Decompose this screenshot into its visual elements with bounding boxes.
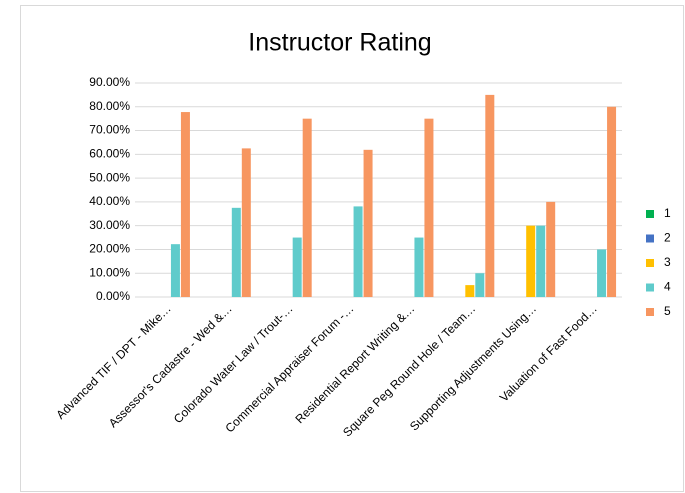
y-tick-label: 30.00%: [89, 218, 130, 232]
y-tick-label: 80.00%: [89, 99, 130, 113]
y-tick-label: 40.00%: [89, 194, 130, 208]
y-tick-label: 70.00%: [89, 123, 130, 137]
chart-frame: [20, 5, 684, 492]
y-tick-label: 60.00%: [89, 147, 130, 161]
bar: [546, 201, 556, 297]
bar: [607, 106, 617, 298]
legend-swatch: [646, 283, 654, 292]
bar: [241, 148, 251, 297]
legend-swatch: [646, 210, 654, 218]
bar: [302, 118, 312, 298]
chart-title: Instructor Rating: [248, 29, 431, 57]
legend-label: 5: [664, 304, 671, 318]
bar: [597, 249, 607, 297]
bar: [485, 94, 495, 297]
legend-swatch: [646, 234, 654, 243]
legend-label: 4: [664, 280, 671, 294]
bar: [292, 237, 302, 297]
y-tick-label: 90.00%: [89, 75, 130, 89]
bar: [536, 225, 546, 297]
bar: [414, 237, 424, 297]
y-tick-label: 50.00%: [89, 170, 130, 184]
y-tick-label: 10.00%: [89, 265, 130, 279]
bar: [526, 225, 536, 297]
bar: [353, 206, 363, 297]
bar: [424, 118, 434, 298]
bar: [180, 112, 190, 297]
bar: [363, 149, 373, 297]
legend-swatch: [646, 259, 654, 267]
bar: [170, 244, 180, 297]
y-tick-label: 20.00%: [89, 242, 130, 256]
legend-label: 3: [664, 255, 671, 269]
bar: [465, 285, 475, 297]
y-tick-label: 0.00%: [96, 289, 130, 303]
bar: [475, 273, 485, 297]
legend-label: 2: [664, 231, 671, 245]
legend-label: 1: [664, 206, 671, 220]
bar: [231, 207, 241, 297]
legend-swatch: [646, 308, 654, 316]
